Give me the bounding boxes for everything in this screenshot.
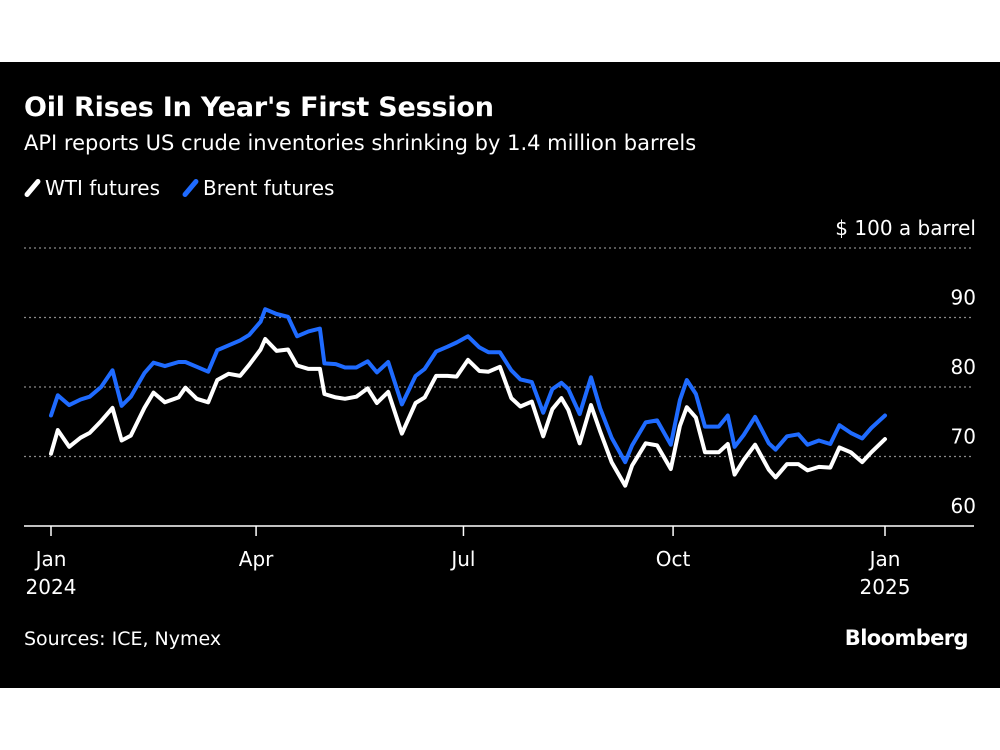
- series-line-brent: [49, 307, 887, 465]
- source-note: Sources: ICE, Nymex: [24, 628, 222, 650]
- x-tick-label: Jul: [449, 547, 475, 571]
- y-tick-label: 70: [951, 425, 976, 449]
- legend-item-wti: WTI futures: [23, 176, 160, 200]
- x-tick-label: Oct: [656, 547, 691, 571]
- legend-item-brent: Brent futures: [181, 176, 335, 200]
- legend: WTI futures Brent futures: [23, 176, 356, 200]
- x-tick-year-label: 2024: [26, 575, 77, 599]
- chart-panel: Oil Rises In Year's First Session API re…: [0, 62, 1000, 688]
- x-tick-label: Jan: [868, 547, 901, 571]
- y-axis-labels: $ 100 a barrel 90 80 70 60: [835, 216, 976, 518]
- legend-label-wti: WTI futures: [45, 176, 160, 200]
- chart-subtitle: API reports US crude inventories shrinki…: [24, 131, 697, 155]
- y-tick-label: 80: [951, 355, 976, 379]
- bloomberg-logo: Bloomberg: [844, 626, 969, 650]
- x-tick-label: Jan: [34, 547, 67, 571]
- x-tick-year-label: 2025: [860, 575, 911, 599]
- y-tick-label: 60: [951, 494, 976, 518]
- x-tick-label: Apr: [239, 547, 274, 571]
- y-tick-label: $ 100 a barrel: [835, 216, 976, 240]
- legend-label-brent: Brent futures: [203, 176, 335, 200]
- series-lines: [49, 307, 887, 488]
- grid-lines: [24, 247, 974, 458]
- chart-title: Oil Rises In Year's First Session: [24, 92, 494, 123]
- series-line-wti: [49, 337, 887, 488]
- x-axis: Jan 2024 Apr Jul Oct Jan 2025: [24, 525, 974, 599]
- y-tick-label: 90: [951, 286, 976, 310]
